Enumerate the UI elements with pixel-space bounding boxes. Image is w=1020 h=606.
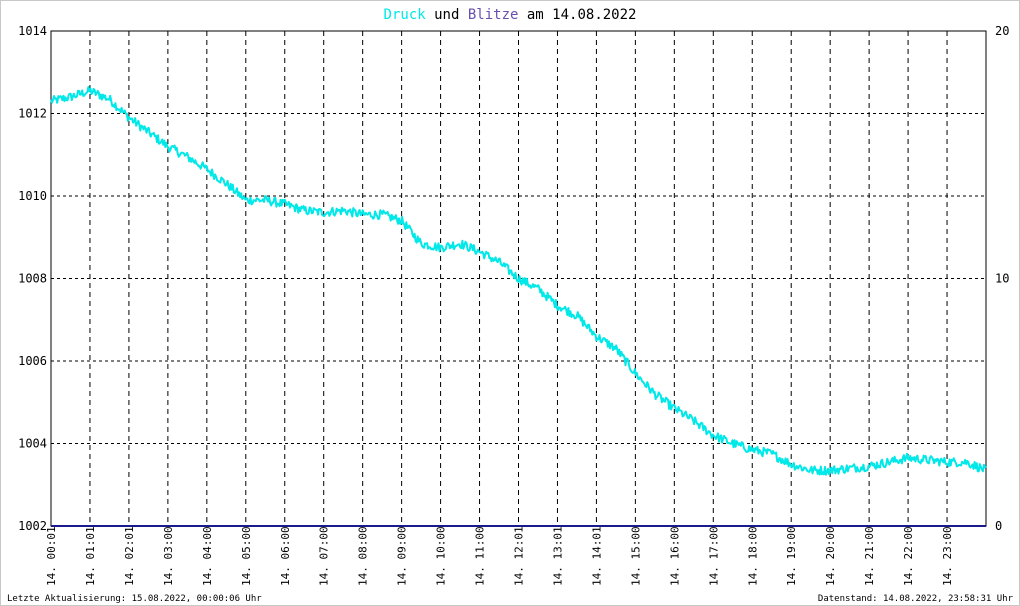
y-left-tick-label: 1002 xyxy=(18,519,47,533)
x-tick-label: 14. 17:00 xyxy=(707,526,720,586)
grid xyxy=(51,31,986,526)
x-tick-label: 14. 13:01 xyxy=(551,526,564,586)
druck-series-line xyxy=(50,86,987,476)
x-tick-label: 14. 09:00 xyxy=(396,526,409,586)
x-tick-label: 14. 22:00 xyxy=(902,526,915,586)
y-left-tick-label: 1008 xyxy=(18,272,47,286)
title-blitze-word: Blitze xyxy=(468,7,519,23)
x-tick-label: 14. 18:00 xyxy=(746,526,759,586)
x-tick-label: 14. 06:00 xyxy=(279,526,292,586)
y-left-tick-label: 1004 xyxy=(18,437,47,451)
last-update-text: Letzte Aktualisierung: 15.08.2022, 00:00… xyxy=(7,594,262,604)
x-tick-label: 14. 00:01 xyxy=(45,526,58,586)
x-tick-label: 14. 21:00 xyxy=(863,526,876,586)
x-tick-label: 14. 16:00 xyxy=(668,526,681,586)
x-tick-label: 14. 11:00 xyxy=(474,526,487,586)
x-tick-label: 14. 20:00 xyxy=(824,526,837,586)
x-tick-label: 14. 04:00 xyxy=(201,526,214,586)
x-tick-label: 14. 07:00 xyxy=(318,526,331,586)
chart-title: Druck und Blitze am 14.08.2022 xyxy=(384,7,637,23)
x-tick-label: 14. 05:00 xyxy=(240,526,253,586)
title-connector-am: am xyxy=(527,7,544,23)
x-tick-label: 14. 02:01 xyxy=(123,526,136,586)
x-tick-label: 14. 01:01 xyxy=(84,526,97,586)
y-left-tick-label: 1010 xyxy=(18,189,47,203)
x-tick-label: 14. 03:00 xyxy=(162,526,175,586)
y-left-tick-label: 1006 xyxy=(18,354,47,368)
x-tick-label: 14. 15:00 xyxy=(629,526,642,586)
data-status-text: Datenstand: 14.08.2022, 23:58:31 Uhr xyxy=(818,594,1014,604)
right-axis-ticks: 20 10 0 xyxy=(995,24,1009,533)
y-right-tick-label: 20 xyxy=(995,24,1009,38)
x-tick-label: 14. 08:00 xyxy=(357,526,370,586)
x-tick-label: 14. 19:00 xyxy=(785,526,798,586)
y-left-tick-label: 1012 xyxy=(18,107,47,121)
title-connector-und: und xyxy=(434,7,459,23)
y-right-tick-label: 0 xyxy=(995,519,1002,533)
title-druck-word: Druck xyxy=(384,7,427,23)
x-tick-label: 14. 10:00 xyxy=(435,526,448,586)
title-date: 14.08.2022 xyxy=(552,7,636,23)
y-left-tick-label: 1014 xyxy=(18,24,47,38)
x-tick-label: 14. 14:01 xyxy=(590,526,603,586)
x-tick-label: 14. 12:01 xyxy=(513,526,526,586)
series xyxy=(50,86,987,527)
y-right-tick-label: 10 xyxy=(995,272,1009,286)
x-tick-label: 14. 23:00 xyxy=(941,526,954,586)
x-axis-ticks: 14. 00:01 14. 01:01 14. 02:01 14. 03:00 14. … xyxy=(45,526,954,586)
left-axis-ticks: 1014 1012 1010 1008 1006 1004 1002 xyxy=(18,24,47,533)
